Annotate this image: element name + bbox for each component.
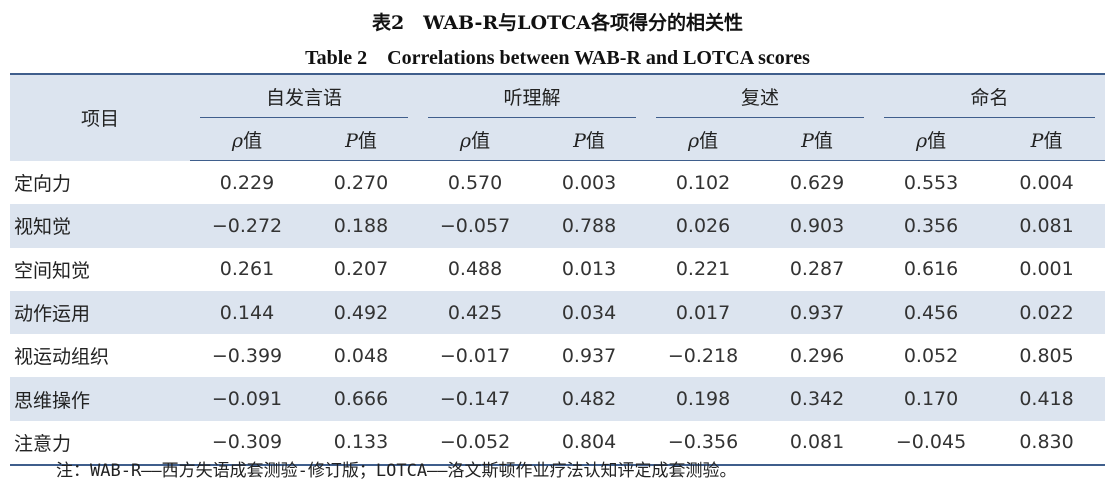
header-p-value-3: P值	[988, 118, 1106, 161]
header-rho-value-2: ρ值	[646, 118, 761, 161]
table-cell: 0.188	[333, 214, 389, 237]
row-label: 定向力	[14, 172, 72, 195]
table-row: 视知觉 −0.272 0.188 −0.057 0.788 0.026 0.903 0.356…	[10, 204, 1106, 248]
table-cell: 0.229	[219, 171, 275, 194]
table-title-chinese: 表2 WAB-R与LOTCA各项得分的相关性	[371, 12, 744, 34]
table-cell: 0.570	[447, 171, 503, 194]
table-title-english: Table 2 Correlations between WAB-R and L…	[305, 47, 810, 69]
table-cell: −0.147	[439, 388, 511, 411]
table-cell: 0.270	[333, 171, 389, 194]
table-cell: 0.170	[903, 388, 959, 411]
table-cell: 0.418	[1019, 388, 1074, 411]
table-cell: −0.309	[211, 431, 283, 454]
table-cell: 0.937	[561, 344, 617, 367]
table-cell: −0.017	[439, 344, 511, 367]
table-cell: −0.356	[667, 431, 739, 454]
header-p-value-0: P值	[304, 118, 419, 161]
header-rho-value-3: ρ值	[874, 118, 989, 161]
table-cell: 0.903	[789, 214, 845, 237]
table-cell: 0.198	[675, 388, 731, 411]
table-cell: 0.013	[561, 258, 617, 281]
header-rho-value-1: ρ值	[418, 118, 533, 161]
table-row: 空间知觉 0.261 0.207 0.488 0.013 0.221 0.287 0.616 0…	[10, 248, 1105, 291]
table-cell: 0.261	[219, 258, 275, 281]
header-item: 项目	[80, 108, 119, 131]
table-cell: 0.048	[333, 344, 389, 367]
table-cell: 0.017	[675, 301, 731, 324]
row-label: 思维操作	[14, 389, 91, 412]
table-cell: 0.022	[1019, 301, 1074, 324]
table-cell: 0.788	[561, 214, 617, 237]
table-row: 定向力 0.229 0.270 0.570 0.003 0.102 0.629 0.553 0.…	[10, 161, 1105, 205]
table-cell: 0.482	[561, 388, 617, 411]
table-cell: 0.804	[561, 431, 617, 454]
table-cell: 0.425	[447, 301, 503, 324]
table-cell: 0.342	[789, 388, 845, 411]
table-cell: 0.144	[219, 301, 275, 324]
correlation-table: 项目 自发言语 听理解 复述 命名 ρ值 P值 ρ值 P值 ρ值 P值 ρ值 P值 定向力 0.…	[10, 73, 1106, 467]
table-cell: 0.296	[789, 344, 845, 367]
table-cell: −0.399	[211, 344, 283, 367]
table-cell: 0.034	[561, 301, 617, 324]
table-cell: 0.052	[903, 344, 959, 367]
table-cell: 0.830	[1019, 431, 1074, 454]
table-cell: 0.221	[675, 258, 731, 281]
table-cell: −0.272	[211, 214, 283, 237]
table-cell: 0.001	[1019, 258, 1074, 281]
table-cell: 0.492	[333, 301, 389, 324]
table-cell: 0.287	[789, 258, 845, 281]
table-cell: 0.081	[1019, 214, 1074, 237]
table-row: 视运动组织 −0.399 0.048 −0.017 0.937 −0.218 0.296 0.…	[10, 334, 1105, 377]
table-cell: 0.356	[903, 214, 959, 237]
table-cell: −0.052	[439, 431, 511, 454]
header-group-spontaneous-speech: 自发言语	[190, 74, 418, 118]
table-cell: 0.081	[789, 431, 845, 454]
table-body: 定向力 0.229 0.270 0.570 0.003 0.102 0.629 0.553 0.…	[10, 161, 1106, 466]
header-group-naming: 命名	[874, 74, 1105, 118]
row-label: 视知觉	[14, 216, 72, 239]
header-group-comprehension: 听理解	[418, 74, 646, 118]
table-note: 注：WAB-R——西方失语成套测验-修订版；LOTCA——洛文斯顿作业疗法认知评…	[56, 461, 737, 481]
row-label: 注意力	[14, 432, 72, 455]
table-cell: 0.488	[447, 258, 503, 281]
table-cell: 0.666	[333, 388, 389, 411]
table-cell: 0.004	[1019, 171, 1074, 194]
table-row: 注意力 −0.309 0.133 −0.052 0.804 −0.356 0.081 −0.0…	[10, 421, 1105, 465]
table-cell: 0.937	[789, 301, 845, 324]
table-cell: 0.003	[561, 171, 617, 194]
header-rho-value-0: ρ值	[190, 118, 304, 161]
row-label: 动作运用	[14, 303, 91, 326]
table-cell: 0.133	[333, 431, 389, 454]
table-cell: 0.553	[903, 171, 959, 194]
table-row: 思维操作 −0.091 0.666 −0.147 0.482 0.198 0.342 0.17…	[10, 377, 1106, 421]
table-cell: 0.616	[903, 258, 959, 281]
table-header: 项目 自发言语 听理解 复述 命名 ρ值 P值 ρ值 P值 ρ值 P值 ρ值 P值	[10, 74, 1106, 161]
header-p-value-2: P值	[760, 118, 875, 161]
row-label: 视运动组织	[14, 346, 110, 369]
table-cell: 0.207	[333, 258, 389, 281]
table-cell: 0.026	[675, 214, 731, 237]
table-cell: −0.218	[667, 344, 739, 367]
table-cell: 0.629	[789, 171, 845, 194]
table-cell: 0.102	[675, 171, 731, 194]
table-cell: −0.045	[895, 431, 967, 454]
table-cell: −0.057	[439, 214, 511, 237]
row-label: 空间知觉	[14, 259, 91, 282]
header-p-value-1: P值	[532, 118, 647, 161]
table-row: 动作运用 0.144 0.492 0.425 0.034 0.017 0.937 0.456 0…	[10, 290, 1106, 335]
table-cell: 0.805	[1019, 344, 1074, 367]
table-cell: −0.091	[211, 388, 283, 411]
header-group-repetition: 复述	[646, 74, 874, 118]
table-cell: 0.456	[903, 301, 959, 324]
